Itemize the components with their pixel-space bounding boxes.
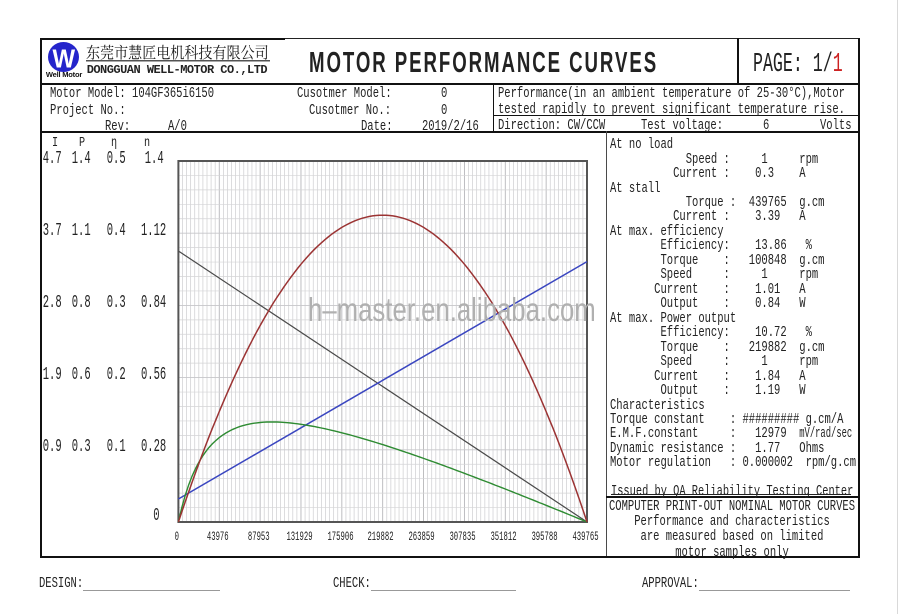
svg-text:W: W <box>53 44 76 73</box>
